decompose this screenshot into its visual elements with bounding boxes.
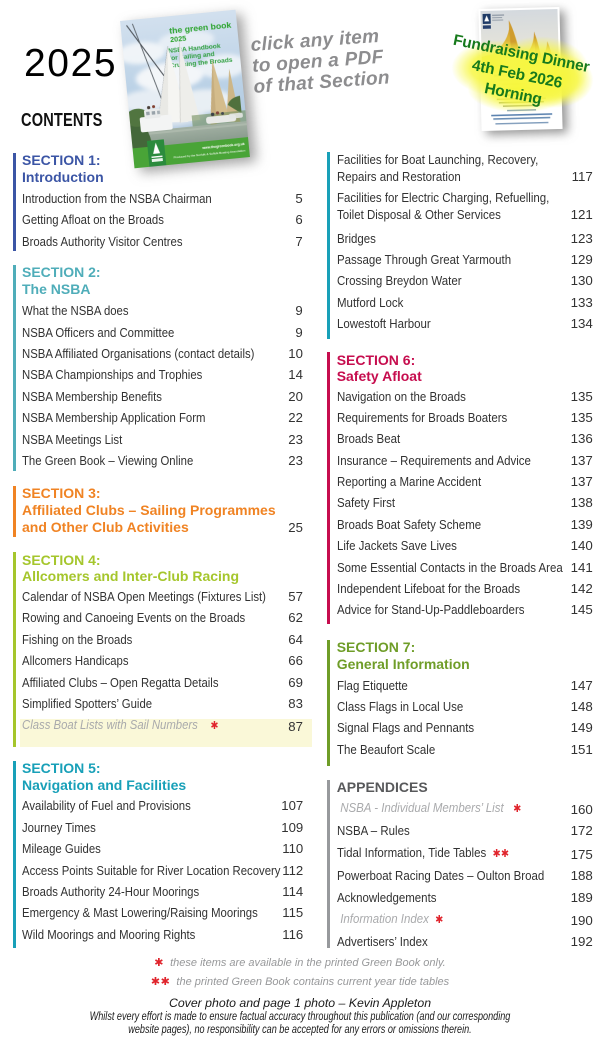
svg-text:2025: 2025	[169, 34, 186, 45]
svg-text:Produced by the Norfolk & Suff: Produced by the Norfolk & Suffolk Boatin…	[173, 149, 245, 160]
svg-text:for Sailing and: for Sailing and	[168, 51, 214, 62]
svg-text:www.thegreenbook.org.uk: www.thegreenbook.org.uk	[201, 142, 245, 150]
